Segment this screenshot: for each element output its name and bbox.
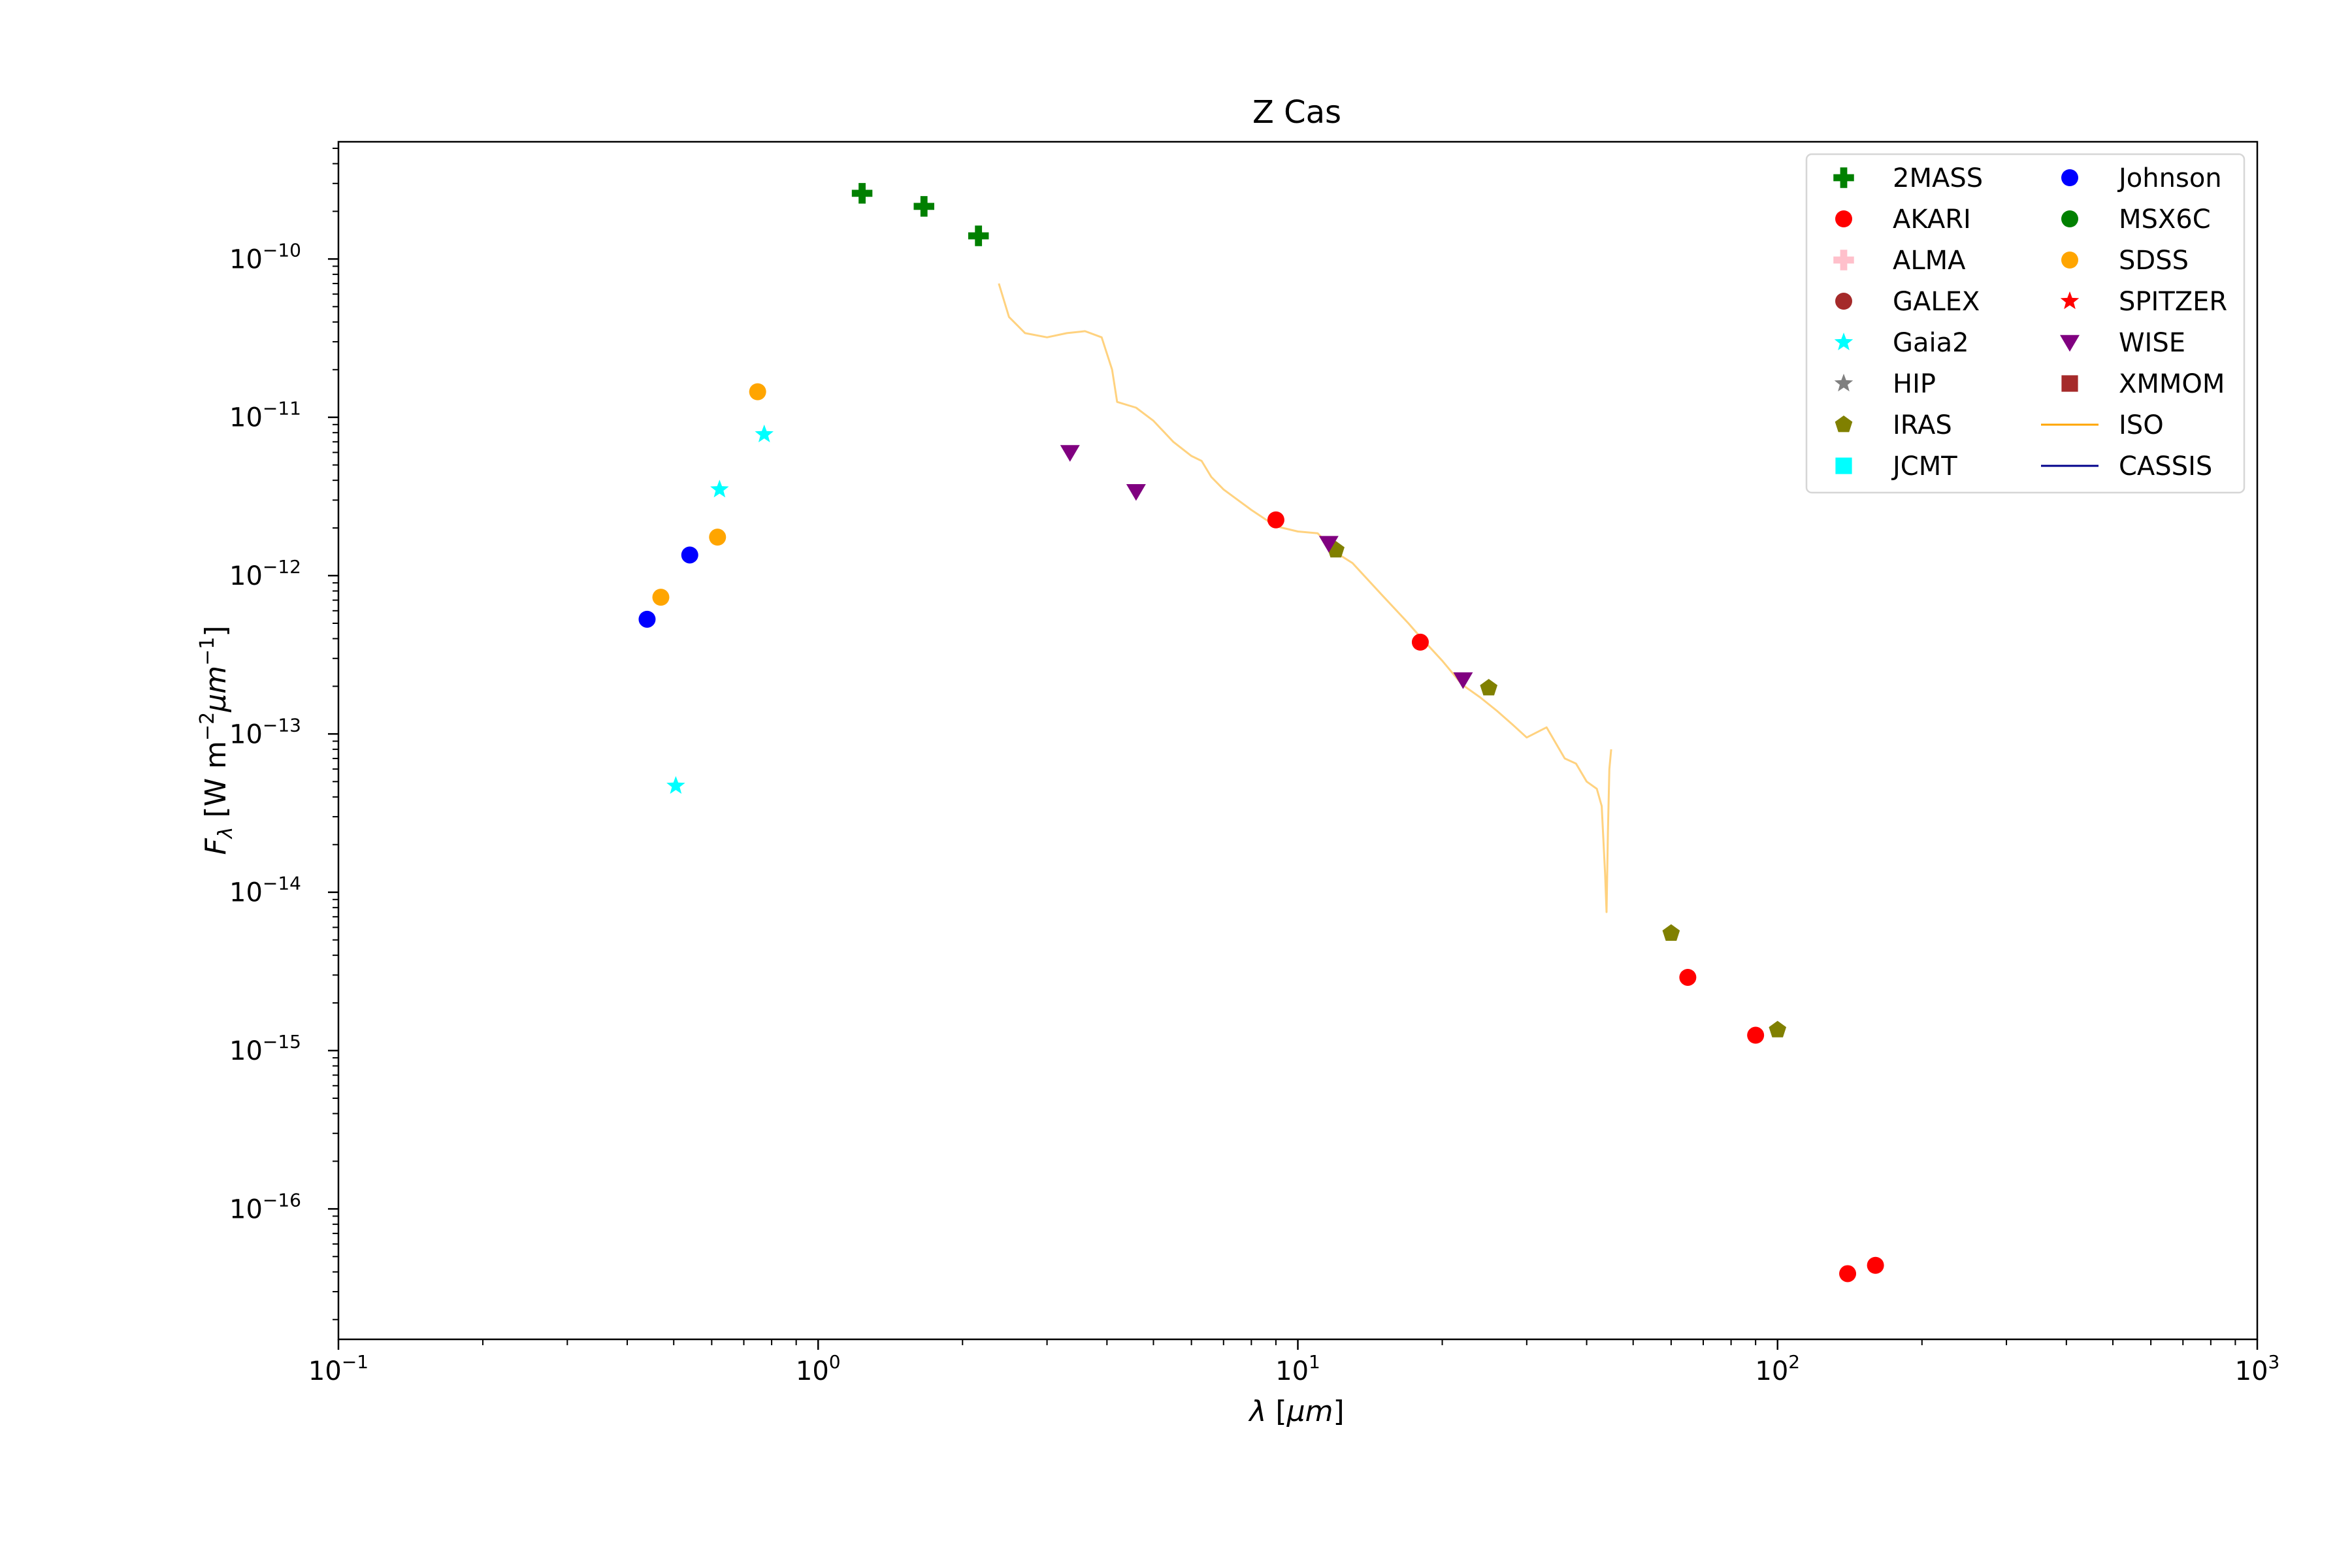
legend-iras-swatch [1835,416,1853,433]
akari-point-5 [1839,1265,1857,1282]
chart-title: Z Cas [1252,94,1341,131]
legend-2mass-swatch [1833,167,1854,188]
2mass-point-1 [851,183,873,204]
akari-point-2 [1411,633,1429,651]
gaia2-point-1 [666,776,685,794]
sdss-point-3 [749,383,766,400]
legend-alma-label: ALMA [1893,246,1966,276]
y-tick-label: 10−14 [229,873,301,908]
legend-galex-label: GALEX [1893,287,1980,317]
iras-point-3 [1662,924,1680,941]
akari-point-4 [1747,1026,1765,1044]
plot-frame [337,140,2259,1341]
legend-gaia2-swatch [1834,333,1854,351]
iras-point-2 [1480,679,1497,696]
legend-spitzer-label: SPITZER [2119,287,2227,317]
wise-point-1 [1060,445,1080,462]
johnson-point-1 [638,610,656,628]
gaia2-point-2 [710,480,729,498]
legend-wise-label: WISE [2119,328,2185,358]
y-tick-label: 10−13 [229,714,301,749]
legend-hip-label: HIP [1893,369,1936,399]
legend: 2MASS AKARI ALMA GALEX Gaia2 HIP IRAS JCMT Johns… [1805,153,2246,494]
x-tick-label: 10−1 [308,1351,368,1386]
legend-akari-label: AKARI [1893,204,1971,235]
legend-wise-swatch [2060,335,2080,352]
legend-xmmom-label: XMMOM [2119,369,2225,399]
sdss-point-1 [652,589,670,606]
legend-sdss-swatch [2061,252,2078,269]
2mass-point-2 [913,196,934,217]
data-points-layer [638,183,1884,1282]
iras-point-4 [1769,1021,1787,1037]
legend-alma-swatch [1833,250,1854,270]
legend-2mass-label: 2MASS [1893,163,1983,193]
x-tick-label: 102 [1755,1351,1800,1386]
x-axis-label: λ [μm] [1248,1395,1344,1428]
johnson-point-2 [681,546,698,564]
x-tick-label: 101 [1275,1351,1320,1386]
y-tick-label: 10−12 [229,556,301,591]
legend-johnson-label: Johnson [2117,163,2222,193]
legend-jcmt-swatch [1835,457,1852,474]
iso-spectrum-line [998,283,1612,913]
iso-spectrum-layer [998,283,1612,913]
legend-msx6c-swatch [2061,210,2078,227]
wise-point-4 [1453,672,1473,689]
legend-box [1805,153,2246,494]
2mass-point-3 [968,225,989,246]
legend-gaia2-label: Gaia2 [1893,328,1969,358]
x-tick-label: 100 [796,1351,841,1386]
gaia2-point-3 [755,424,774,443]
legend-msx6c-label: MSX6C [2119,204,2211,235]
akari-point-1 [1267,511,1284,529]
wise-point-2 [1126,484,1146,501]
y-tick-label: 10−11 [229,398,301,433]
legend-johnson-swatch [2061,169,2078,186]
legend-iras-label: IRAS [1893,410,1952,440]
y-tick-label: 10−10 [229,239,301,274]
y-tick-label: 10−15 [229,1031,301,1066]
sdss-point-2 [709,529,727,546]
legend-xmmom-swatch [2061,375,2078,392]
akari-point-6 [1867,1256,1884,1274]
legend-cassis-label: CASSIS [2119,451,2212,482]
y-axis-label: Fλ [W m−2μm−1] [196,625,237,855]
legend-sdss-label: SDSS [2119,246,2189,276]
legend-hip-swatch [1834,374,1854,392]
akari-point-3 [1679,968,1697,986]
y-tick-label: 10−16 [229,1189,301,1224]
legend-iso-label: ISO [2119,410,2164,440]
legend-akari-swatch [1835,210,1852,227]
x-tick-label: 103 [2235,1351,2280,1386]
legend-jcmt-label: JCMT [1891,451,1957,482]
legend-spitzer-swatch [2060,291,2080,310]
wise-point-3 [1318,536,1339,553]
legend-galex-swatch [1835,293,1852,310]
axis-ticks-layer: 10−1 100 101 102 103 10−16 10−15 10−14 10−13 10−1… [229,148,2279,1386]
